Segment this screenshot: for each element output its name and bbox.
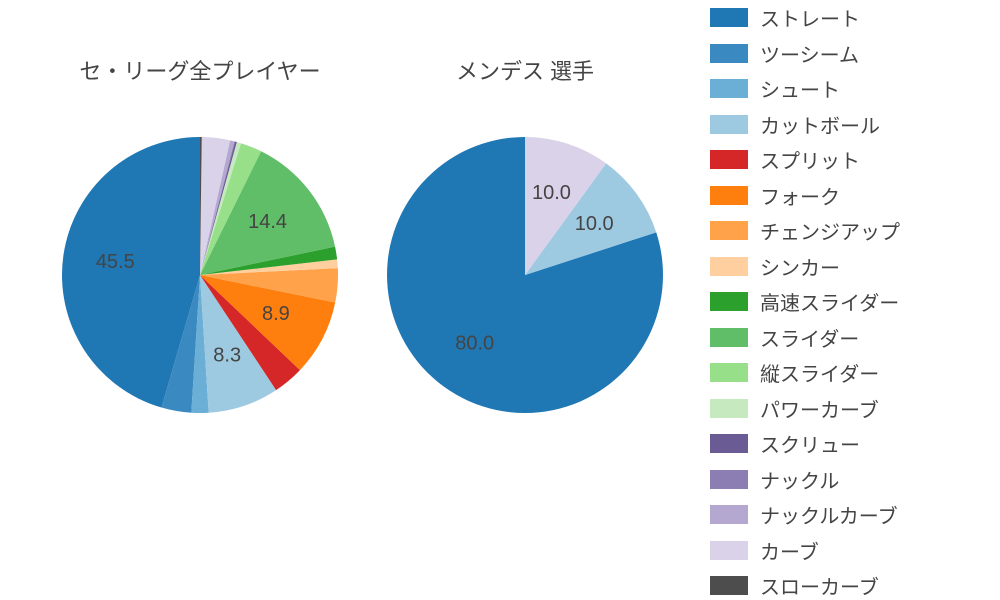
legend-swatch-sinker	[710, 257, 748, 276]
slice-label-straight: 80.0	[455, 333, 494, 355]
legend-label-split: スプリット	[760, 145, 860, 174]
legend-label-twoseam: ツーシーム	[760, 39, 859, 68]
slice-label-fork: 8.9	[262, 303, 290, 325]
slice-label-curve: 10.0	[532, 182, 571, 204]
chart-container: セ・リーグ全プレイヤー 45.5 8.3 8.9 14.4 メンデス 選手 80.0 1…	[0, 0, 1000, 600]
legend-item-highspeed_slider: 高速スライダー	[710, 284, 900, 320]
legend-label-slider: スライダー	[760, 323, 859, 352]
legend-swatch-fork	[710, 186, 748, 205]
legend-label-shoot: シュート	[760, 74, 840, 103]
chart-right: メンデス 選手 80.0 10.010.0	[385, 58, 665, 415]
legend: ストレートツーシームシュートカットボールスプリットフォークチェンジアップシンカー…	[710, 0, 900, 600]
legend-swatch-screw	[710, 434, 748, 453]
legend-item-knucklecurve: ナックルカーブ	[710, 497, 900, 533]
slice-label-cutball: 10.0	[575, 213, 614, 235]
legend-item-twoseam: ツーシーム	[710, 36, 900, 72]
legend-item-split: スプリット	[710, 142, 900, 178]
pie-right: 80.0 10.010.0	[385, 135, 665, 415]
slice-label-slider: 14.4	[248, 211, 287, 233]
legend-item-screw: スクリュー	[710, 426, 900, 462]
legend-label-slowcurve: スローカーブ	[760, 571, 879, 600]
legend-item-slowcurve: スローカーブ	[710, 568, 900, 600]
legend-label-knuckle: ナックル	[760, 465, 839, 494]
legend-label-curve: カーブ	[760, 536, 819, 565]
legend-swatch-knuckle	[710, 470, 748, 489]
legend-label-screw: スクリュー	[760, 429, 860, 458]
legend-item-fork: フォーク	[710, 178, 900, 214]
legend-swatch-knucklecurve	[710, 505, 748, 524]
legend-item-shoot: シュート	[710, 71, 900, 107]
legend-swatch-changeup	[710, 221, 748, 240]
legend-swatch-highspeed_slider	[710, 292, 748, 311]
chart-left-title: セ・リーグ全プレイヤー	[60, 58, 340, 86]
legend-item-cutball: カットボール	[710, 107, 900, 143]
legend-item-powercurve: パワーカーブ	[710, 391, 900, 427]
slice-label-straight: 45.5	[96, 251, 135, 273]
legend-label-straight: ストレート	[760, 3, 860, 32]
legend-item-knuckle: ナックル	[710, 462, 900, 498]
legend-swatch-slider	[710, 328, 748, 347]
legend-item-changeup: チェンジアップ	[710, 213, 900, 249]
slice-label-cutball: 8.3	[213, 344, 241, 366]
legend-item-straight: ストレート	[710, 0, 900, 36]
legend-item-vertical_slider: 縦スライダー	[710, 355, 900, 391]
chart-left: セ・リーグ全プレイヤー 45.5 8.3 8.9 14.4	[60, 58, 340, 415]
legend-swatch-twoseam	[710, 44, 748, 63]
legend-swatch-cutball	[710, 115, 748, 134]
legend-item-curve: カーブ	[710, 533, 900, 569]
legend-label-sinker: シンカー	[760, 252, 840, 281]
legend-label-knucklecurve: ナックルカーブ	[760, 500, 898, 529]
legend-swatch-shoot	[710, 79, 748, 98]
chart-right-title: メンデス 選手	[385, 58, 665, 86]
legend-item-slider: スライダー	[710, 320, 900, 356]
legend-swatch-powercurve	[710, 399, 748, 418]
legend-label-vertical_slider: 縦スライダー	[760, 358, 879, 387]
legend-label-highspeed_slider: 高速スライダー	[760, 287, 899, 316]
legend-label-powercurve: パワーカーブ	[760, 394, 879, 423]
pie-left: 45.5 8.3 8.9 14.4	[60, 135, 340, 415]
legend-label-fork: フォーク	[760, 181, 840, 210]
legend-swatch-vertical_slider	[710, 363, 748, 382]
legend-swatch-curve	[710, 541, 748, 560]
legend-label-changeup: チェンジアップ	[760, 216, 900, 245]
legend-swatch-split	[710, 150, 748, 169]
legend-swatch-slowcurve	[710, 576, 748, 595]
legend-label-cutball: カットボール	[760, 110, 880, 139]
legend-item-sinker: シンカー	[710, 249, 900, 285]
legend-swatch-straight	[710, 8, 748, 27]
